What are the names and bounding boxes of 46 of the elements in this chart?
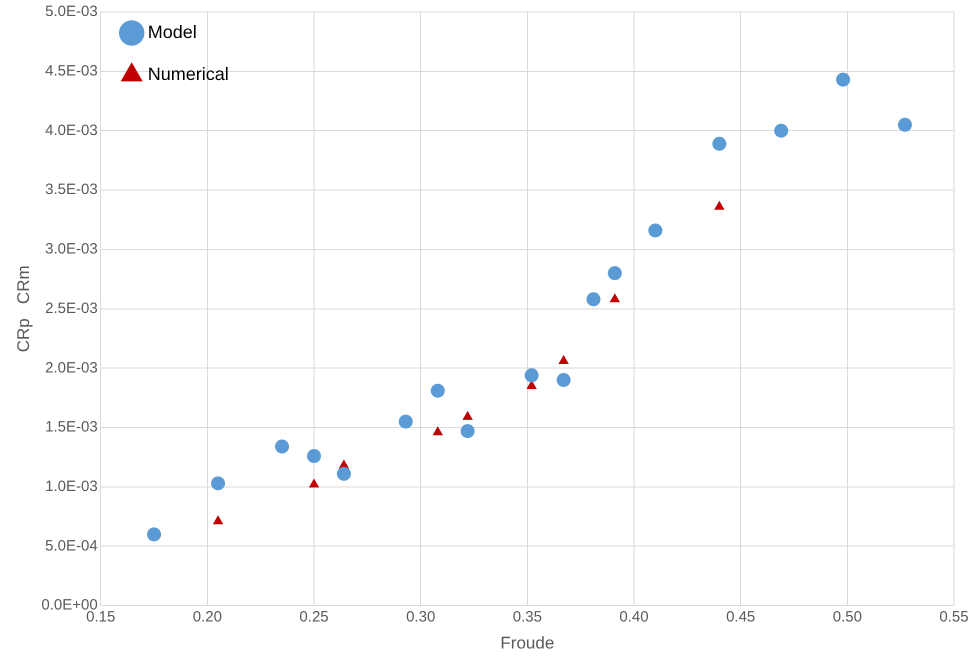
point [398,414,413,429]
point [462,410,473,420]
x-tick-label: 0.40 [619,608,649,626]
y-tick-label: 5.0E-04 [45,537,98,554]
point [774,124,788,138]
x-tick-label: 0.35 [512,608,542,626]
y-tick-label: 3.5E-03 [45,181,98,198]
point [460,424,475,438]
y-tick-label: 2.5E-03 [45,300,98,317]
legend-label: Model [148,22,197,42]
point [524,368,539,382]
x-tick-label: 0.20 [192,608,222,626]
point [556,373,571,388]
point [275,440,290,454]
y-tick-label: 5.0E-03 [45,3,98,20]
y-tick-label: 1.5E-03 [45,418,98,436]
legend-label: Numerical [148,64,229,84]
point [608,266,622,280]
point [212,515,224,524]
point [211,476,226,490]
point [336,466,351,481]
x-tick-label: 0.50 [832,608,862,626]
x-tick-label: 0.25 [299,608,329,626]
x-tick-label: 0.55 [939,608,969,626]
x-tick-label: 0.45 [726,608,756,626]
point [712,136,726,151]
y-axis-title: CRp CRm [14,265,33,352]
y-tick-label: 1.0E-03 [45,478,98,496]
point [147,527,162,542]
point [432,426,443,436]
point [586,292,600,306]
point [308,478,320,488]
y-tick-label: 3.0E-03 [45,240,98,258]
y-tick-label: 2.0E-03 [45,359,98,376]
x-axis-title: Froude [500,633,554,652]
y-tick-label: 4.5E-03 [45,62,98,80]
point [610,293,620,302]
x-tick-label: 0.30 [406,608,436,626]
point [648,223,662,238]
point [898,118,912,132]
point [430,384,445,398]
y-tick-label: 4.0E-03 [45,122,98,139]
point [836,72,850,87]
point [558,355,569,364]
point [307,449,322,464]
point [714,200,725,210]
